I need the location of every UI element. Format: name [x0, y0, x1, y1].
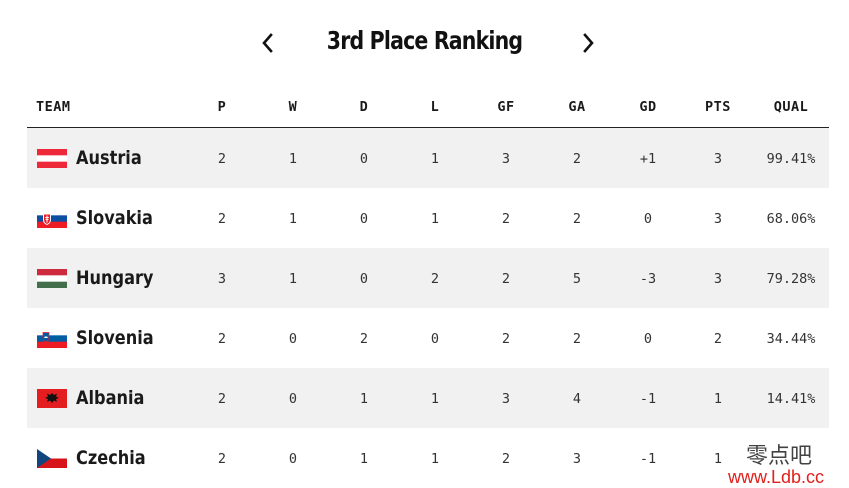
points-value: 3	[713, 151, 723, 167]
drawn-value: 1	[359, 391, 369, 407]
column-header-won: W	[288, 99, 298, 115]
team-name[interactable]: Hungary	[76, 267, 154, 289]
goals-for-value: 3	[501, 151, 511, 167]
austria-flag-icon	[37, 148, 67, 168]
won-value: 0	[288, 451, 298, 467]
points-value: 3	[713, 211, 723, 227]
column-header-lost: L	[430, 99, 440, 115]
table-row[interactable]: Hungary 3 1 0 2 2 5 -3 3 79.28%	[27, 248, 829, 308]
column-header-goals-for: GF	[497, 99, 515, 115]
won-value: 1	[288, 151, 298, 167]
column-header-played: P	[217, 99, 227, 115]
table-row[interactable]: Austria 2 1 0 1 3 2 +1 3 99.41%	[27, 128, 829, 188]
drawn-value: 0	[359, 271, 369, 287]
goals-against-value: 3	[572, 451, 582, 467]
table-row[interactable]: Slovakia 2 1 0 1 2 2 0 3 68.06%	[27, 188, 829, 248]
played-value: 2	[217, 151, 227, 167]
won-value: 1	[288, 211, 298, 227]
goal-difference-value: -3	[639, 271, 657, 287]
column-header-drawn: D	[359, 99, 369, 115]
qualification-value: 68.06%	[766, 211, 816, 227]
table-row[interactable]: Slovenia 2 0 2 0 2 2 0 2 34.44%	[27, 308, 829, 368]
won-value: 0	[288, 331, 298, 347]
previous-arrow-icon[interactable]	[252, 28, 282, 58]
points-value: 1	[713, 451, 723, 467]
drawn-value: 2	[359, 331, 369, 347]
lost-value: 1	[430, 151, 440, 167]
goals-against-value: 2	[572, 211, 582, 227]
goals-for-value: 2	[501, 271, 511, 287]
team-name[interactable]: Albania	[76, 387, 145, 409]
team-cell: Austria	[37, 128, 153, 188]
goal-difference-value: 0	[643, 331, 653, 347]
qualification-value: 14.41%	[766, 391, 816, 407]
albania-flag-icon	[37, 388, 67, 408]
lost-value: 1	[430, 451, 440, 467]
team-cell: Hungary	[37, 248, 167, 308]
slovakia-flag-icon	[37, 208, 67, 228]
won-value: 1	[288, 271, 298, 287]
page-title: 3rd Place Ranking	[326, 26, 523, 55]
goal-difference-value: -1	[639, 451, 657, 467]
column-header-points: PTS	[705, 99, 731, 115]
qualification-value: 99.41%	[766, 151, 816, 167]
table-row[interactable]: Czechia 2 0 1 1 2 3 -1 1	[27, 428, 829, 488]
played-value: 2	[217, 451, 227, 467]
played-value: 2	[217, 211, 227, 227]
team-name[interactable]: Slovenia	[76, 327, 154, 349]
ranking-header: 3rd Place Ranking	[0, 0, 849, 86]
goal-difference-value: +1	[639, 151, 657, 167]
drawn-value: 0	[359, 151, 369, 167]
points-value: 1	[713, 391, 723, 407]
team-cell: Slovakia	[37, 188, 166, 248]
table-row[interactable]: Albania 2 0 1 1 3 4 -1 1 14.41%	[27, 368, 829, 428]
czechia-flag-icon	[37, 448, 67, 468]
team-name[interactable]: Slovakia	[76, 207, 153, 229]
team-name[interactable]: Austria	[76, 147, 142, 169]
played-value: 2	[217, 331, 227, 347]
lost-value: 2	[430, 271, 440, 287]
goal-difference-value: 0	[643, 211, 653, 227]
slovenia-flag-icon	[37, 328, 67, 348]
goals-against-value: 4	[572, 391, 582, 407]
team-name[interactable]: Czechia	[76, 447, 146, 469]
points-value: 2	[713, 331, 723, 347]
goals-for-value: 2	[501, 331, 511, 347]
goal-difference-value: -1	[639, 391, 657, 407]
team-cell: Albania	[37, 368, 157, 428]
qualification-value: 34.44%	[766, 331, 816, 347]
column-header-goals-against: GA	[568, 99, 586, 115]
goals-against-value: 2	[572, 151, 582, 167]
goals-for-value: 2	[501, 211, 511, 227]
won-value: 0	[288, 391, 298, 407]
next-arrow-icon[interactable]	[574, 28, 604, 58]
played-value: 3	[217, 271, 227, 287]
goals-for-value: 3	[501, 391, 511, 407]
played-value: 2	[217, 391, 227, 407]
team-cell: Slovenia	[37, 308, 167, 368]
lost-value: 0	[430, 331, 440, 347]
drawn-value: 1	[359, 451, 369, 467]
ranking-table: TEAM P W D L GF GA GD PTS QUAL Austria 2…	[27, 86, 829, 488]
drawn-value: 0	[359, 211, 369, 227]
goals-against-value: 5	[572, 271, 582, 287]
column-header-team: TEAM	[36, 99, 71, 115]
column-header-goal-difference: GD	[639, 99, 657, 115]
column-header-qualification: QUAL	[773, 99, 809, 115]
points-value: 3	[713, 271, 723, 287]
goals-for-value: 2	[501, 451, 511, 467]
qualification-value: 79.28%	[766, 271, 816, 287]
hungary-flag-icon	[37, 268, 67, 288]
table-header: TEAM P W D L GF GA GD PTS QUAL	[27, 86, 829, 128]
lost-value: 1	[430, 211, 440, 227]
lost-value: 1	[430, 391, 440, 407]
goals-against-value: 2	[572, 331, 582, 347]
team-cell: Czechia	[37, 428, 158, 488]
